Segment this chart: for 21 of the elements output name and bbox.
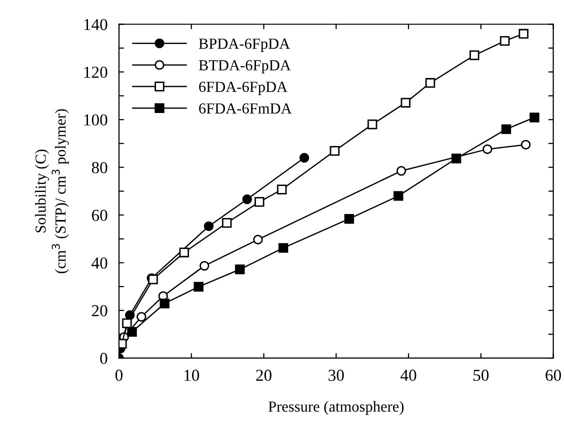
x-tick-label: 50	[474, 370, 489, 381]
y-tick-label: 0	[100, 352, 108, 364]
y-tick-label: 20	[92, 305, 108, 316]
y-tick-label: 80	[92, 162, 108, 174]
x-tick-label: 30	[328, 370, 344, 381]
x-tick-label: 60	[546, 370, 561, 381]
legend-label: 6FDA-6FpDA	[199, 82, 288, 96]
y-tick-label: 100	[84, 114, 108, 126]
legend-label: BPDA-6FpDA	[198, 38, 290, 52]
y-tick-label: 120	[84, 66, 108, 78]
y-tick-label: 140	[84, 18, 108, 30]
x-tick-label: 40	[400, 370, 416, 381]
x-tick-label: 0	[115, 370, 123, 381]
y-tick-label: 60	[92, 210, 108, 221]
y-tick-label: 40	[92, 257, 108, 269]
x-tick-label: 20	[256, 370, 272, 381]
x-axis-title: Pressure (atmosphere)	[268, 400, 404, 415]
legend-label: BTDA-6FpDA	[198, 60, 291, 74]
x-tick-label: 10	[184, 370, 200, 381]
legend-label: 6FDA-6FmDA	[199, 103, 292, 114]
text: Solubility (C) (cm$^{3}$ (STP)/ cm$^{3}$ polymer)	[35, 109, 69, 274]
